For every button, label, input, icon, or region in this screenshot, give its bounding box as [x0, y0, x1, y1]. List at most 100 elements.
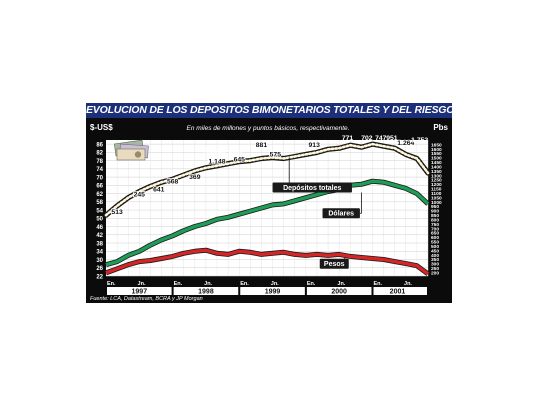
right-tick-label: 600: [431, 235, 439, 241]
right-tick-label: 450: [431, 248, 439, 254]
left-tick-label: 74: [96, 167, 103, 173]
left-tick-label: 86: [96, 142, 103, 148]
right-tick-label: 1350: [431, 169, 442, 175]
riesgo-pais-value: 645: [234, 157, 246, 164]
right-tick-label: 850: [431, 213, 439, 219]
riesgo-pais-value: 951: [386, 135, 398, 142]
riesgo-pais-value: 747: [375, 135, 387, 142]
year-label: 2000: [331, 289, 347, 296]
series-tag-box: [272, 182, 352, 193]
left-tick-label: 66: [96, 184, 103, 190]
right-tick-label: 700: [431, 226, 439, 232]
year-band: [373, 287, 427, 295]
left-tick-label: 46: [96, 225, 103, 231]
series-depositos-totales: [103, 141, 431, 218]
series-tag-box: [319, 258, 349, 269]
riesgo-pais-value: 913: [309, 142, 321, 149]
left-tick-label: 58: [96, 200, 103, 206]
month-tick-label: En.: [174, 281, 183, 287]
riesgo-pais-value: 702: [361, 135, 373, 142]
series-pesos: [105, 247, 430, 276]
left-tick-label: 26: [96, 266, 103, 272]
right-tick-label: 1650: [431, 142, 442, 148]
right-tick-label: 550: [431, 240, 439, 246]
right-tick-label: 1000: [431, 200, 442, 206]
bottom-axis: En. Jn. En. Jn. En. Jn. En. Jn. En. Jn. 1997 1998 19…: [107, 281, 427, 296]
right-tick-label: 800: [431, 217, 439, 223]
right-tick-label: 1400: [431, 164, 442, 170]
right-tick-label: 200: [431, 270, 439, 276]
year-label: 1999: [265, 289, 281, 296]
month-tick-label: En.: [307, 281, 316, 287]
riesgo-pais-value: 513: [111, 209, 123, 216]
riesgo-pais-value: 881: [256, 142, 268, 149]
riesgo-pais-value: 369: [189, 174, 201, 181]
left-tick-label: 70: [96, 175, 103, 181]
riesgo-pais-value: 568: [167, 178, 179, 185]
riesgo-pais-label: Riesgo-país: [203, 148, 243, 155]
riesgo-pais-value: 1.264: [397, 140, 414, 147]
right-tick-label: 350: [431, 257, 439, 263]
left-tick-label: 78: [96, 159, 103, 165]
year-band: [173, 287, 239, 295]
month-tick-label: Jn.: [337, 281, 345, 287]
left-axis: 86 82 78 74 70 66 62 58 54 50 46 42 38 34 30 26 22: [96, 142, 103, 280]
right-tick-label: 1450: [431, 160, 442, 166]
left-tick-label: 62: [96, 192, 103, 198]
riesgo-pais-value: 1.752: [411, 137, 428, 144]
source-note: Fuente: LCA, Datastream, BCRA y JP Morga…: [90, 296, 203, 302]
left-tick-label: 82: [96, 151, 103, 157]
right-tick-label: 950: [431, 204, 439, 210]
right-axis-label: Pbs: [433, 123, 448, 132]
right-tick-label: 1050: [431, 195, 442, 201]
left-tick-label: 34: [96, 250, 103, 256]
series-name-tag: Depósitos totales: [283, 185, 341, 192]
month-tick-label: Jn.: [404, 281, 412, 287]
left-tick-label: 30: [96, 258, 103, 264]
left-tick-label: 38: [96, 241, 103, 247]
series-dolares: [105, 178, 430, 268]
right-tick-label: 400: [431, 253, 439, 259]
banknotes-icon: [113, 139, 149, 161]
riesgo-pais-value: 641: [153, 187, 165, 194]
riesgo-pais-value: 575: [270, 151, 282, 158]
month-tick-label: En.: [107, 281, 116, 287]
month-tick-label: Jn.: [138, 281, 146, 287]
month-tick-label: Jn.: [271, 281, 279, 287]
series-name-tag: Pesos: [324, 261, 345, 268]
chart-subtitle: En miles de millones y puntos básicos, r…: [187, 125, 350, 132]
right-tick-label: 1250: [431, 178, 442, 184]
right-tick-label: 1150: [431, 187, 442, 193]
label-pointers: Depósitos totales Dólares Pesos: [272, 157, 362, 269]
banknote: [116, 148, 146, 161]
banknote-seal: [134, 151, 142, 158]
right-tick-label: 300: [431, 262, 439, 268]
series-line: [105, 248, 430, 276]
year-band: [306, 287, 372, 295]
right-tick-label: 1600: [431, 147, 442, 153]
chart-figure: EVOLUCION DE LOS DEPOSITOS BIMONETARIOS …: [86, 103, 452, 303]
left-tick-label: 54: [96, 208, 103, 214]
riesgo-pais-value: 771: [342, 135, 354, 142]
right-tick-label: 1500: [431, 156, 442, 162]
left-tick-label: 50: [96, 217, 103, 223]
right-tick-label: 500: [431, 244, 439, 250]
riesgo-pais-value: 1.148: [209, 159, 226, 166]
left-axis-label: $-US$: [90, 123, 113, 132]
right-tick-label: 1300: [431, 173, 442, 179]
right-tick-label: 750: [431, 222, 439, 228]
right-tick-label: 900: [431, 209, 439, 215]
month-tick-label: En.: [240, 281, 249, 287]
left-tick-label: 22: [96, 274, 103, 280]
year-band: [107, 287, 172, 295]
year-label: 1997: [132, 289, 148, 296]
series-name-tag: Dólares: [328, 211, 354, 218]
series-line: [104, 142, 430, 217]
series-line: [105, 179, 430, 267]
right-axis: 1650160015501500145014001350130012501200…: [431, 142, 442, 276]
series-layer: [103, 141, 431, 276]
year-band: [240, 287, 305, 295]
right-tick-label: 650: [431, 231, 439, 237]
